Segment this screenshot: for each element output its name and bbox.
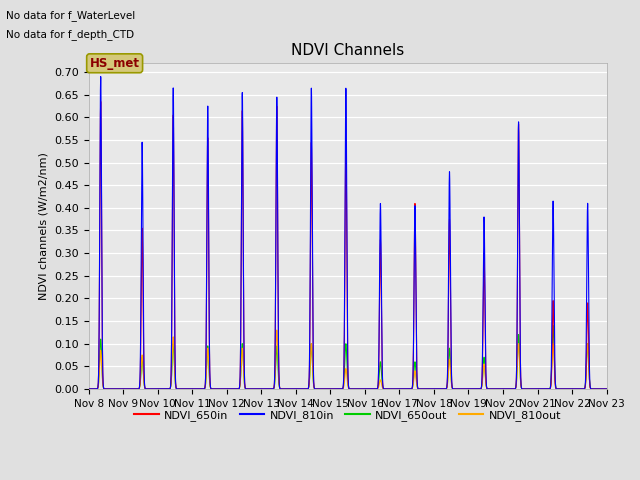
Legend: NDVI_650in, NDVI_810in, NDVI_650out, NDVI_810out: NDVI_650in, NDVI_810in, NDVI_650out, NDV… [130,406,566,426]
Text: No data for f_depth_CTD: No data for f_depth_CTD [6,29,134,40]
Text: No data for f_WaterLevel: No data for f_WaterLevel [6,10,136,21]
Title: NDVI Channels: NDVI Channels [291,43,404,58]
Y-axis label: NDVI channels (W/m2/nm): NDVI channels (W/m2/nm) [38,152,49,300]
Text: HS_met: HS_met [90,57,140,70]
